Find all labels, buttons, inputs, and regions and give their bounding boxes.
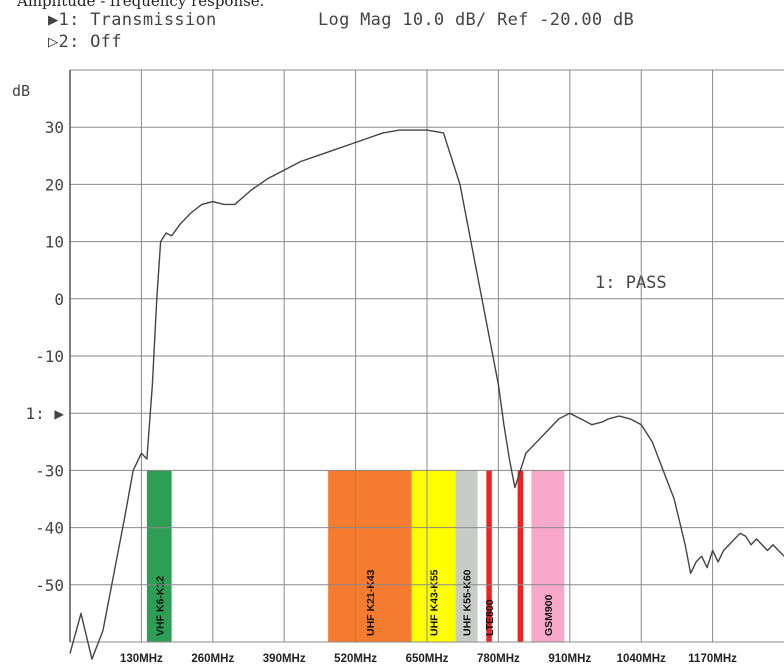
band-label-uhf-k55-k60: UHF K55-K60 xyxy=(462,569,474,636)
band-label-vhf-k6-k12: VHF K6-K12 xyxy=(154,576,166,636)
band-gsm900 xyxy=(531,470,565,642)
x-tick-label: 260MHz xyxy=(191,653,234,665)
frequency-bands: VHF K6-K12 UHF K21-K43 UHF K43-K55 UHF K55-… xyxy=(146,470,565,642)
y-tick-label: 30 xyxy=(45,118,64,137)
band-label-uhf-k21-k43: UHF K21-K43 xyxy=(365,569,377,636)
chart-grid xyxy=(69,69,784,643)
trace-settings-readout: Log Mag 10.0 dB/ Ref -20.00 dB xyxy=(318,10,635,30)
x-axis-ticks: 130MHz 260MHz 390MHz 520MHz 650MHz 780MHz 910M… xyxy=(120,653,737,665)
x-tick-label: 1170MHz xyxy=(688,653,737,665)
band-uhf-k43-k55 xyxy=(411,470,456,642)
y-tick-label: -30 xyxy=(35,461,64,480)
band-vhf-k6-k12 xyxy=(146,470,172,642)
y-tick-label: 0 xyxy=(54,290,64,309)
y-axis-label: dB xyxy=(12,82,31,100)
trace-layer xyxy=(69,129,784,660)
band-uhf-k21-k43 xyxy=(328,470,412,642)
trace-2-label: ▷2: Off xyxy=(48,32,122,52)
x-tick-label: 1040MHz xyxy=(617,653,666,665)
y-tick-label: 1: ▶ xyxy=(25,404,64,423)
y-tick-label: 20 xyxy=(45,175,64,194)
x-tick-label: 780MHz xyxy=(477,653,520,665)
x-tick-label: 910MHz xyxy=(548,653,591,665)
x-tick-label: 390MHz xyxy=(263,653,306,665)
band-extra-5 xyxy=(517,470,524,642)
trace-line-1 xyxy=(69,129,784,660)
band-uhf-k55-k60 xyxy=(455,470,478,642)
figure-caption: Amplitude - frequency response. xyxy=(17,0,265,10)
band-label-lte800: LTE800 xyxy=(484,599,496,636)
band-lte800 xyxy=(486,470,492,642)
band-label-uhf-k43-k55: UHF K43-K55 xyxy=(429,569,441,636)
band-label-gsm900: GSM900 xyxy=(543,594,555,636)
x-tick-label: 130MHz xyxy=(120,653,163,665)
pass-indicator: 1: PASS xyxy=(595,273,667,293)
y-tick-label: -50 xyxy=(35,576,64,595)
y-tick-label: -40 xyxy=(35,519,64,538)
y-tick-label: 10 xyxy=(45,233,64,252)
x-tick-label: 520MHz xyxy=(334,653,377,665)
y-tick-label: -10 xyxy=(35,347,64,366)
x-tick-label: 650MHz xyxy=(406,653,449,665)
trace-1-label: ▶1: Transmission xyxy=(48,10,217,30)
y-axis-ticks: 30 20 10 0 -10 1: ▶ -30 -40 -50 xyxy=(25,118,64,595)
